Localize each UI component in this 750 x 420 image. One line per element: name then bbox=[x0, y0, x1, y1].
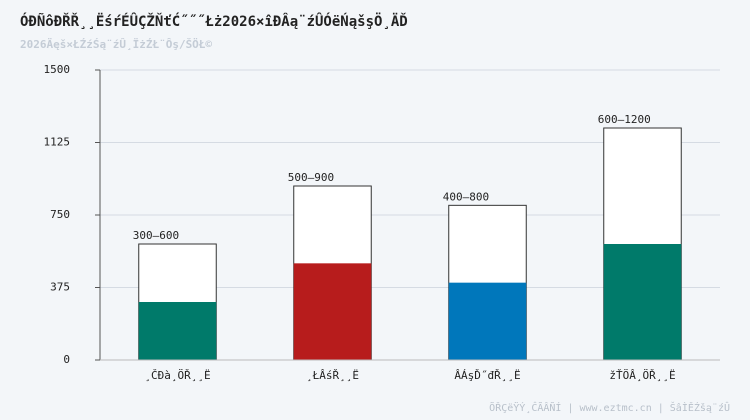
y-tick-label: 1500 bbox=[44, 63, 71, 76]
data-label: 500–900 bbox=[288, 171, 334, 184]
x-tick-label: žŤÖÂ¸ÖŘ¸¸Ë bbox=[609, 369, 675, 382]
data-label: 600–1200 bbox=[598, 113, 651, 126]
chart-title: ÓÐÑôÐŘŘ¸¸ËśŕÉÛÇŽŇťĆ˝˝˝Łż2026×îÐÂą¨źÛÓëŃą… bbox=[20, 12, 408, 30]
chart-subtitle: 2026Äęš×ŁŹźŚą¨źÛ¸ÏżŹŁ¨Ôş/ŠÖŁ© bbox=[20, 37, 212, 51]
y-tick-label: 0 bbox=[63, 353, 70, 366]
bar bbox=[293, 263, 372, 360]
y-tick-label: 375 bbox=[50, 281, 70, 294]
bar bbox=[603, 244, 682, 360]
bar bbox=[448, 282, 527, 360]
x-tick-label: ¸ŁÂśŘ¸¸Ë bbox=[306, 369, 359, 382]
y-tick-label: 1125 bbox=[44, 136, 71, 149]
x-tick-label: ¸ČÐà¸ÖŘ¸¸Ë bbox=[144, 369, 210, 382]
y-tick-label: 750 bbox=[50, 208, 70, 221]
bar bbox=[138, 302, 217, 360]
data-label: 400–800 bbox=[443, 190, 489, 203]
footer: ÕŘÇëŸÝ¸ĈÃÂÑÍ | www.eztmc.cn | ŠâÌĚŹšą¨źÛ bbox=[489, 401, 730, 414]
x-tick-label: ÂÁşĎ˝đŘ¸¸Ë bbox=[454, 369, 520, 382]
data-label: 300–600 bbox=[133, 229, 179, 242]
